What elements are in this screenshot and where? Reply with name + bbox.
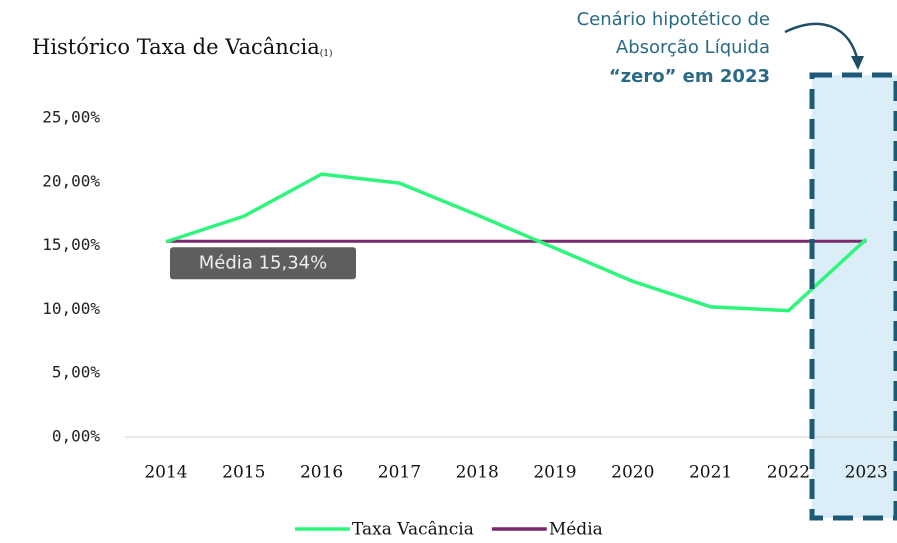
x-tick-label: 2018 bbox=[456, 463, 499, 483]
x-tick-label: 2020 bbox=[611, 463, 654, 483]
y-tick-label: 15,00% bbox=[42, 235, 100, 254]
highlight-border bbox=[809, 72, 897, 521]
title-text: Histórico Taxa de Vacância bbox=[32, 35, 320, 59]
highlight-region bbox=[812, 75, 897, 518]
plot: 0,00% 5,00% 10,00% 15,00% 20,00% 25,00% 2014 20… bbox=[42, 108, 888, 483]
mean-label: Média 15,34% bbox=[199, 252, 327, 273]
legend-label: Taxa Vacância bbox=[352, 520, 474, 540]
x-tick-label: 2022 bbox=[767, 463, 810, 483]
chart-title: Histórico Taxa de Vacância(1) bbox=[32, 35, 333, 59]
series-line bbox=[165, 172, 868, 313]
mean-label-box bbox=[170, 247, 356, 280]
x-tick-label: 2021 bbox=[689, 463, 732, 483]
legend-label: Média bbox=[549, 520, 603, 540]
legend: Taxa Vacância Média bbox=[295, 520, 603, 540]
y-tick-label: 10,00% bbox=[42, 299, 100, 318]
y-tick-label: 0,00% bbox=[52, 427, 101, 446]
annotation-arrowhead bbox=[851, 56, 864, 70]
annotation-arrow bbox=[784, 22, 860, 63]
annotation-line: Absorção Líquida bbox=[616, 37, 770, 58]
annotation-line: “zero” em 2023 bbox=[609, 66, 770, 87]
x-tick-label: 2014 bbox=[144, 463, 187, 483]
x-tick-label: 2016 bbox=[300, 463, 343, 483]
x-tick-label: 2023 bbox=[845, 463, 888, 483]
y-tick-label: 5,00% bbox=[52, 363, 101, 382]
x-tick-label: 2015 bbox=[222, 463, 265, 483]
y-tick-label: 25,00% bbox=[42, 108, 100, 127]
annotation-line: Cenário hipotético de bbox=[577, 9, 770, 30]
x-tick-label: 2019 bbox=[533, 463, 576, 483]
title-note: (1) bbox=[320, 48, 333, 59]
x-tick-label: 2017 bbox=[378, 463, 421, 483]
y-tick-label: 20,00% bbox=[42, 171, 100, 190]
